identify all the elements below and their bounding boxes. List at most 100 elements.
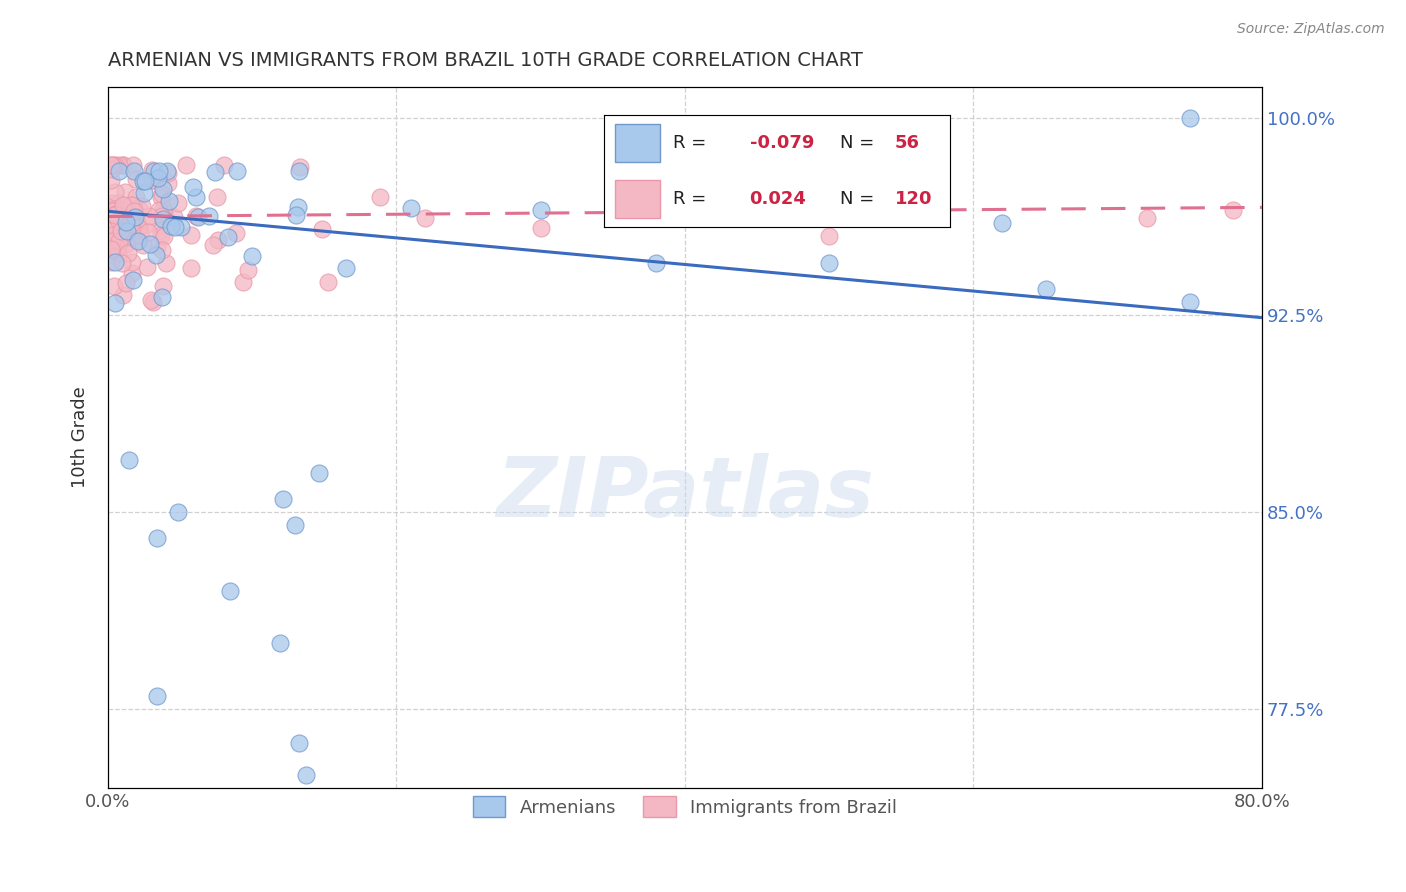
Point <box>111 233 134 247</box>
Point <box>232 275 254 289</box>
Point <box>112 287 135 301</box>
Point <box>104 213 127 227</box>
Point <box>125 233 148 247</box>
Point <box>101 232 124 246</box>
Point <box>107 211 129 226</box>
Point <box>645 255 668 269</box>
Point <box>100 196 122 211</box>
Point <box>1178 294 1201 309</box>
Point <box>122 204 145 219</box>
Point <box>152 182 174 196</box>
Point <box>288 736 311 750</box>
Point <box>107 213 129 227</box>
Point <box>287 163 309 178</box>
Point <box>128 202 150 217</box>
Point <box>121 202 143 217</box>
Point <box>122 158 145 172</box>
Point <box>145 689 167 703</box>
Point <box>107 230 129 244</box>
Point <box>128 221 150 235</box>
Point <box>120 198 142 212</box>
Point <box>100 173 122 187</box>
Point <box>121 273 143 287</box>
Point <box>152 202 174 216</box>
Point <box>134 186 156 200</box>
Point <box>170 219 193 234</box>
Point <box>111 203 134 218</box>
Point <box>201 238 224 252</box>
Point <box>114 276 136 290</box>
Point <box>148 163 170 178</box>
Point <box>122 198 145 212</box>
Point <box>108 158 131 172</box>
Point <box>111 198 134 212</box>
Point <box>117 245 139 260</box>
Point <box>121 266 143 280</box>
Point <box>118 230 141 244</box>
Point <box>269 636 291 650</box>
Point <box>100 203 122 218</box>
Point <box>122 163 145 178</box>
Point <box>104 208 127 222</box>
Point <box>308 466 330 480</box>
Point <box>991 216 1014 230</box>
Point <box>152 279 174 293</box>
Point <box>115 237 138 252</box>
Point <box>125 171 148 186</box>
Point <box>157 194 180 208</box>
Point <box>150 223 173 237</box>
Point <box>120 223 142 237</box>
Point <box>100 230 122 244</box>
Point <box>100 242 122 256</box>
Point <box>101 234 124 248</box>
Point <box>115 215 138 229</box>
Point <box>530 221 553 235</box>
Point <box>131 199 153 213</box>
Point <box>104 255 127 269</box>
Point <box>180 261 202 276</box>
Point <box>127 219 149 234</box>
Point <box>316 275 339 289</box>
Y-axis label: 10th Grade: 10th Grade <box>72 386 89 488</box>
Point <box>152 229 174 244</box>
Point <box>125 223 148 237</box>
Point <box>114 186 136 200</box>
Point <box>118 452 141 467</box>
Point <box>167 195 190 210</box>
Point <box>100 158 122 172</box>
Point <box>186 210 208 224</box>
Point <box>1135 211 1157 225</box>
Point <box>818 229 841 244</box>
Point <box>187 210 209 224</box>
Point <box>225 226 247 240</box>
Point <box>111 256 134 270</box>
Point <box>197 209 219 223</box>
Point <box>335 261 357 276</box>
Point <box>149 227 172 242</box>
Point <box>287 201 309 215</box>
Point <box>156 163 179 178</box>
Point <box>125 190 148 204</box>
Point <box>103 279 125 293</box>
Point <box>112 158 135 172</box>
Point <box>134 173 156 187</box>
Point <box>184 190 207 204</box>
Point <box>146 170 169 185</box>
Point <box>104 207 127 221</box>
Point <box>111 158 134 172</box>
Point <box>115 224 138 238</box>
Point <box>136 260 159 274</box>
Point <box>120 217 142 231</box>
Point <box>180 228 202 243</box>
Point <box>136 226 159 240</box>
Point <box>107 241 129 255</box>
Point <box>236 262 259 277</box>
Point <box>121 255 143 269</box>
Point <box>104 185 127 199</box>
Text: ARMENIAN VS IMMIGRANTS FROM BRAZIL 10TH GRADE CORRELATION CHART: ARMENIAN VS IMMIGRANTS FROM BRAZIL 10TH … <box>108 51 863 70</box>
Point <box>165 219 187 234</box>
Point <box>818 255 841 269</box>
Point <box>145 248 167 262</box>
Point <box>110 224 132 238</box>
Legend: Armenians, Immigrants from Brazil: Armenians, Immigrants from Brazil <box>465 789 904 824</box>
